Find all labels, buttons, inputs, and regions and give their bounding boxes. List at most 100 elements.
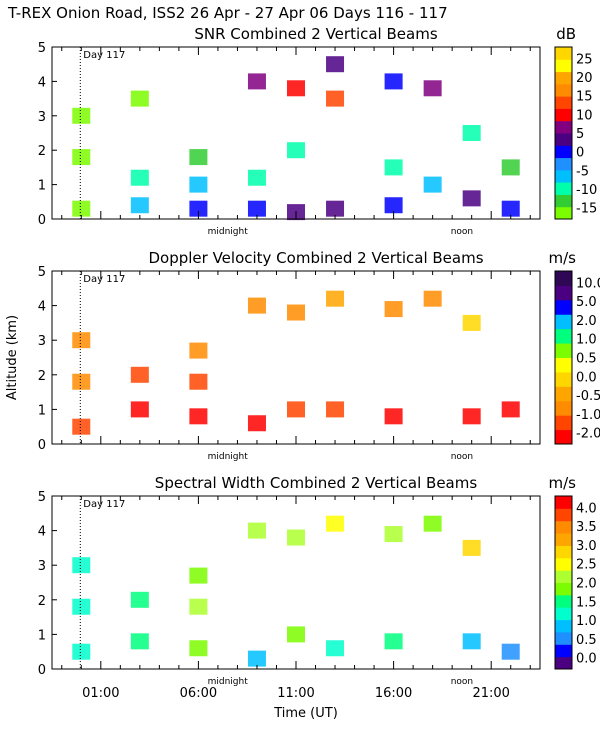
colorbar-tick-label: 10 [576,108,593,123]
data-cell [72,598,91,615]
colorbar-swatch [555,96,572,109]
colorbar-swatch [555,47,572,60]
x-axis-label: Time (UT) [273,706,338,721]
day-label: Day 117 [83,274,125,285]
midnight-label: midnight [208,227,249,237]
colorbar-tick-label: -1.0 [576,408,600,423]
midnight-label: midnight [208,677,249,687]
colorbar-tick-label: -5 [576,164,589,179]
colorbar: 0.0 0.5 1.0 1.5 2.0 2.5 3.0 3.5 4.0 [554,495,597,670]
data-cell [130,591,149,608]
colorbar-tick-label: 1.0 [576,333,597,348]
data-cell [384,159,403,176]
data-cell [423,80,442,97]
colorbar-frame [554,46,573,220]
data-cell [72,200,91,217]
colorbar-units: m/s [549,474,577,492]
data-cell [130,197,149,214]
data-cell [189,176,208,193]
data-cell [247,415,266,432]
data-cell [247,169,266,186]
colorbar-units: dB [556,25,576,43]
y-axis-label: Altitude (km) [5,315,20,400]
x-tick-label: 01:00 [82,686,119,701]
colorbar-swatch [555,285,572,301]
colorbar-tick-label: 0.0 [576,652,597,667]
data-cell [287,401,305,418]
colorbar-swatch [555,594,572,608]
chart-panel-3: Spectral Width Combined 2 Vertical Beams… [38,474,597,721]
data-cell [189,200,208,217]
colorbar-swatch [555,415,572,431]
x-tick-label: 06:00 [180,686,217,701]
colorbar-swatch [555,619,572,633]
colorbar-swatch [555,533,572,546]
figure-title: T-REX Onion Road, ISS2 26 Apr - 27 Apr 0… [7,4,448,22]
data-cell [189,408,208,425]
y-tick-label: 2 [38,594,46,609]
colorbar-swatch [555,194,572,208]
colorbar-swatch [555,328,572,344]
day-label: Day 117 [83,50,125,61]
colorbar-swatch [555,508,572,522]
colorbar-tick-label: 2.5 [576,558,597,573]
colorbar-swatch [555,582,572,596]
data-cell [423,176,442,193]
colorbar-tick-label: 1.5 [576,595,597,610]
noon-label: noon [451,677,473,687]
data-cell [247,73,266,90]
data-cell [423,290,442,307]
colorbar-swatch [555,133,572,146]
x-tick-label: 16:00 [375,686,412,701]
colorbar-swatch [555,71,572,85]
chart-panel-1: SNR Combined 2 Vertical Beams dB 0 1 2 3 4 5 Day… [38,25,598,237]
data-cell [326,200,345,217]
data-cell [189,342,208,359]
chart-panel-2: Doppler Velocity Combined 2 Vertical Bea… [5,249,600,462]
y-tick-label: 3 [38,110,46,125]
y-tick-label: 1 [38,179,46,194]
data-cell [384,526,403,543]
y-tick-label: 1 [38,628,46,643]
colorbar-tick-label: 0.5 [576,352,597,367]
colorbar-swatch [555,271,572,286]
data-cell [247,200,266,217]
data-cell [189,598,208,615]
colorbar-tick-label: 10.0 [576,276,600,291]
colorbar-tick-label: 3.5 [576,520,597,535]
data-cell [72,643,91,660]
data-cell [247,650,266,667]
data-cell [189,567,208,584]
data-cell [462,190,481,207]
colorbar-tick-label: 2.0 [576,314,597,329]
colorbar-tick-label: 2.0 [576,577,597,592]
colorbar-tick-label: -2.0 [576,427,600,442]
colorbar-frame [554,270,573,445]
colorbar-tick-label: 20 [576,71,593,86]
colorbar-swatch [555,169,572,183]
y-tick-label: 3 [38,559,46,574]
data-cell [72,557,91,574]
day-label: Day 117 [83,499,125,510]
colorbar-swatch [555,570,572,583]
y-tick-label: 4 [38,525,46,540]
colorbar-tick-label: 0 [576,146,584,161]
data-cell [287,626,305,643]
y-tick-label: 1 [38,403,46,418]
colorbar-swatch [555,520,572,534]
data-cell [384,301,403,318]
colorbar-swatch [555,631,572,645]
data-cell [189,640,208,657]
y-tick-label: 2 [38,369,46,384]
colorbar-swatch [555,545,572,559]
x-tick-label: 21:00 [472,686,509,701]
data-cell [326,401,345,418]
data-cell [72,149,91,166]
colorbar-tick-label: 1.0 [576,614,597,629]
colorbar-swatch [555,429,572,445]
data-cell [130,401,149,418]
colorbar-tick-label: 15 [576,90,593,105]
data-cell [501,200,520,217]
data-cell [326,90,345,107]
data-cell [384,73,403,90]
